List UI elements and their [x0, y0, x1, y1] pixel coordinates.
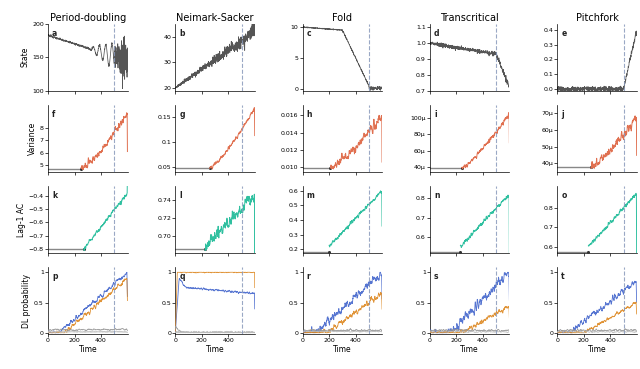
Text: s: s: [434, 272, 438, 281]
Text: b: b: [179, 29, 185, 38]
X-axis label: Time: Time: [460, 345, 479, 354]
Text: d: d: [434, 29, 440, 38]
Title: Fold: Fold: [332, 13, 353, 23]
Title: Period-doubling: Period-doubling: [50, 13, 126, 23]
Text: r: r: [307, 272, 310, 281]
Text: h: h: [307, 110, 312, 119]
Title: Neimark-Sacker: Neimark-Sacker: [177, 13, 254, 23]
X-axis label: Time: Time: [79, 345, 97, 354]
X-axis label: Time: Time: [333, 345, 352, 354]
Text: q: q: [179, 272, 185, 281]
Text: f: f: [52, 110, 55, 119]
Y-axis label: DL probability: DL probability: [22, 274, 31, 328]
Text: p: p: [52, 272, 58, 281]
Y-axis label: Lag-1 AC: Lag-1 AC: [17, 203, 26, 237]
Text: c: c: [307, 29, 311, 38]
Y-axis label: State: State: [20, 47, 29, 68]
Text: o: o: [561, 191, 566, 200]
Text: k: k: [52, 191, 57, 200]
Text: g: g: [179, 110, 185, 119]
Text: t: t: [561, 272, 565, 281]
Text: a: a: [52, 29, 57, 38]
Text: e: e: [561, 29, 566, 38]
Text: i: i: [434, 110, 436, 119]
Title: Transcritical: Transcritical: [440, 13, 499, 23]
Text: n: n: [434, 191, 440, 200]
Title: Pitchfork: Pitchfork: [575, 13, 618, 23]
Text: j: j: [561, 110, 564, 119]
Text: m: m: [307, 191, 314, 200]
Y-axis label: Variance: Variance: [28, 122, 37, 155]
X-axis label: Time: Time: [588, 345, 606, 354]
X-axis label: Time: Time: [206, 345, 225, 354]
Text: l: l: [179, 191, 182, 200]
